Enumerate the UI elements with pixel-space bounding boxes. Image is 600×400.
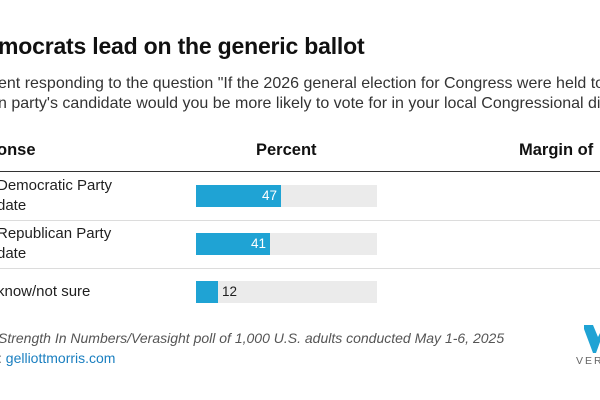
credit-line: : gelliottmorris.com [0,350,115,366]
row-divider [0,220,600,221]
bar-value-label: 12 [222,284,238,299]
subtitle-line-1: ent responding to the question "If the 2… [0,75,600,92]
row-label: Republican Party date [0,225,112,262]
bar-value-label: 47 [261,188,277,203]
verasight-logo-icon [584,325,600,353]
bar [196,185,281,207]
header-rule [0,171,600,172]
row-label: know/not sure [0,283,91,300]
logo-chevron-shape [584,325,600,353]
credit-link[interactable]: gelliottmorris.com [5,350,116,366]
bar-value-label: 41 [250,236,266,251]
column-header-response: onse [0,141,36,159]
bar [196,281,218,303]
bar-track [196,281,377,303]
subtitle-line-2: n party's candidate would you be more li… [0,95,600,112]
bar [196,233,270,255]
credit-prefix: : [0,350,6,366]
row-label: Democratic Party date [0,177,113,214]
logo-text: VERA [576,355,600,367]
source-note: Strength In Numbers/Verasight poll of 1,… [0,330,505,346]
column-header-margin: Margin of [519,141,594,159]
chart-title: mocrats lead on the generic ballot [0,33,365,59]
column-header-percent: Percent [256,141,317,159]
row-divider [0,268,600,269]
